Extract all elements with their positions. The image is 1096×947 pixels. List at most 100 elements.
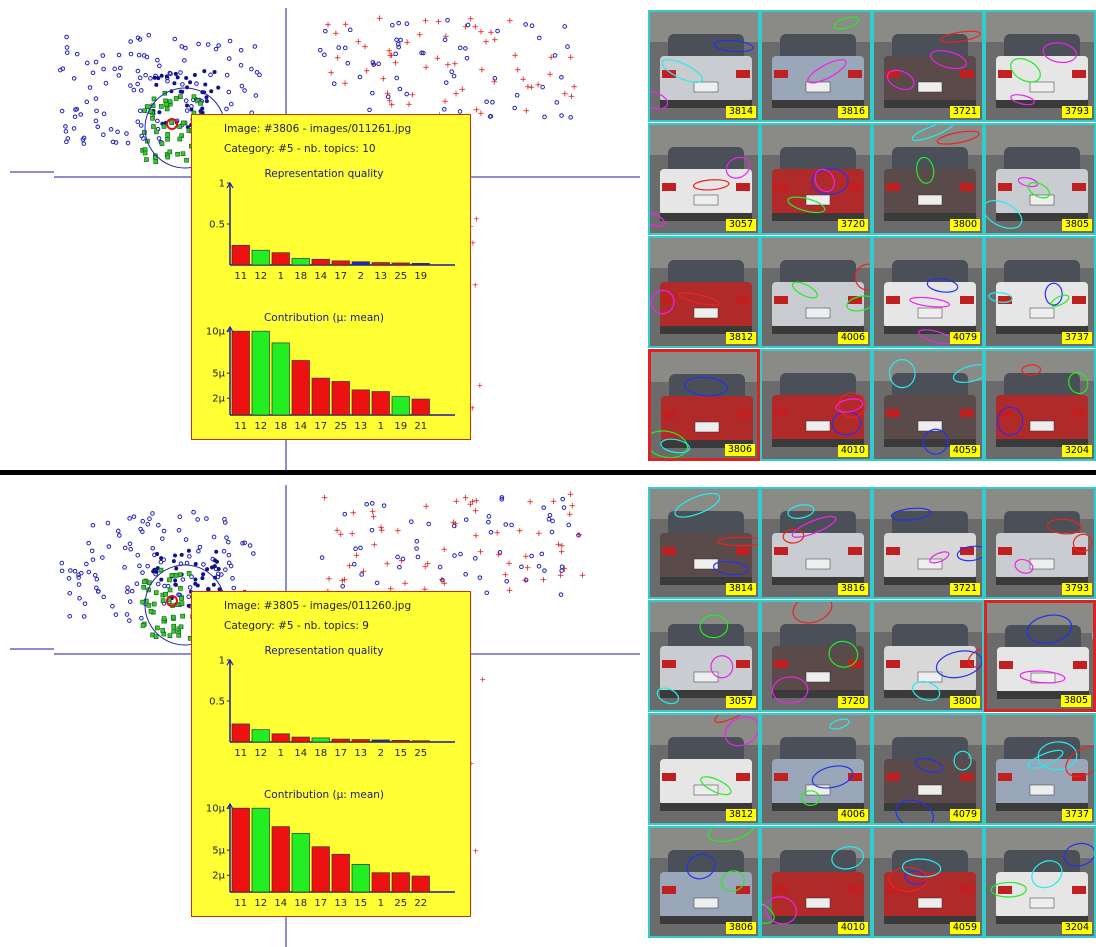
- thumbnail-tile[interactable]: 3805: [984, 600, 1096, 712]
- scatter-point: [106, 544, 112, 549]
- scatter-point: [90, 522, 96, 528]
- scatter-point: [393, 51, 399, 57]
- car-body: [884, 646, 976, 692]
- thumbnail-tile[interactable]: 3721: [872, 10, 984, 122]
- scatter-square: [141, 584, 147, 590]
- scatter-point: [64, 45, 70, 50]
- scatter-point: [187, 585, 193, 590]
- thumbnail-tile[interactable]: 3720: [760, 123, 872, 235]
- feature-ellipse: [936, 130, 980, 145]
- scatter-plus: +: [342, 20, 350, 30]
- thumbnail-tile[interactable]: 4059: [872, 826, 984, 938]
- scatter-plus: +: [416, 30, 424, 40]
- x-tick-label: 17: [334, 748, 347, 759]
- thumbnail-label: 3057: [725, 219, 756, 231]
- scatter-point: [487, 114, 493, 119]
- car-window: [780, 737, 856, 765]
- scatter-square: [142, 579, 147, 585]
- thumbnail-tile[interactable]: 3812: [648, 713, 760, 825]
- car-body: [884, 56, 976, 102]
- scatter-point: [126, 618, 132, 623]
- thumbnail-image: [762, 715, 870, 823]
- scatter-point: [228, 101, 234, 107]
- scatter-point: [141, 136, 146, 141]
- thumbnail-label: 3721: [949, 106, 980, 118]
- thumbnail-tile[interactable]: 3800: [872, 123, 984, 235]
- scatter-point: [397, 564, 402, 570]
- thumbnail-tile[interactable]: 3737: [984, 236, 1096, 348]
- thumbnail-tile[interactable]: 4010: [760, 826, 872, 938]
- scatter-plus: +: [324, 20, 332, 30]
- scatter-point: [59, 560, 65, 566]
- thumbnail-tile[interactable]: 3816: [760, 10, 872, 122]
- thumbnail-tile[interactable]: 3057: [648, 600, 760, 712]
- thumbnail-tile[interactable]: 3720: [760, 600, 872, 712]
- scatter-point: [523, 22, 528, 27]
- thumbnail-tile[interactable]: 3793: [984, 487, 1096, 599]
- car-body: [996, 872, 1088, 918]
- scatter-plus: +: [405, 100, 413, 110]
- x-tick-label: 18: [294, 898, 307, 909]
- thumbnail-tile[interactable]: 3814: [648, 487, 760, 599]
- scatter-point: [554, 100, 560, 105]
- scatter-point: [457, 45, 463, 51]
- scatter-point: [451, 73, 457, 79]
- tail-light: [998, 773, 1012, 781]
- thumbnail-tile[interactable]: 3812: [648, 236, 760, 348]
- scatter-point: [374, 580, 380, 586]
- thumbnail-tile[interactable]: 3814: [648, 10, 760, 122]
- scatter-point: [76, 582, 82, 587]
- thumbnail-image: [986, 489, 1094, 597]
- feature-ellipse: [1050, 294, 1070, 307]
- thumbnail-tile[interactable]: 3806: [648, 349, 760, 461]
- bar: [291, 736, 310, 743]
- thumbnail-tile[interactable]: 4010: [760, 349, 872, 461]
- feature-ellipse: [713, 39, 754, 53]
- feature-ellipse: [888, 866, 928, 892]
- thumbnail-tile[interactable]: 4079: [872, 236, 984, 348]
- feature-ellipse: [792, 602, 833, 624]
- scatter-point: [452, 523, 457, 529]
- thumbnail-tile[interactable]: 4059: [872, 349, 984, 461]
- scatter-point: [156, 522, 161, 528]
- thumbnail-tile[interactable]: 3800: [872, 600, 984, 712]
- tail-light: [663, 410, 677, 418]
- x-tick-label: 12: [254, 898, 267, 909]
- thumbnail-tile[interactable]: 3793: [984, 10, 1096, 122]
- thumbnail-tile[interactable]: 3737: [984, 713, 1096, 825]
- scatter-point: [101, 66, 106, 72]
- thumbnail-tile[interactable]: 3806: [648, 826, 760, 938]
- thumbnail-tile[interactable]: 3816: [760, 487, 872, 599]
- info-tooltip: Image: #3806 - images/011261.jpg Categor…: [191, 114, 471, 440]
- scatter-point: [122, 565, 127, 570]
- thumbnail-tile[interactable]: 3721: [872, 487, 984, 599]
- thumbnail-tile[interactable]: 3204: [984, 826, 1096, 938]
- thumbnail-tile[interactable]: 3805: [984, 123, 1096, 235]
- scatter-point: [186, 603, 191, 608]
- thumbnail-tile[interactable]: 4079: [872, 713, 984, 825]
- thumbnail-tile[interactable]: 3057: [648, 123, 760, 235]
- scatter-point: [347, 27, 353, 33]
- license-plate: [693, 558, 719, 570]
- y-tick-label: 2μ: [212, 394, 225, 405]
- scatter-square: [151, 601, 157, 607]
- tail-light: [848, 547, 862, 555]
- thumbnail-tile[interactable]: 4006: [760, 713, 872, 825]
- thumbnail-tile[interactable]: 4006: [760, 236, 872, 348]
- scatter-plus: +: [502, 570, 510, 580]
- scatter-point: [211, 582, 216, 587]
- feature-ellipse: [1072, 533, 1093, 553]
- feature-ellipse: [787, 504, 815, 519]
- bar: [291, 360, 310, 416]
- thumbnail-tile[interactable]: 3204: [984, 349, 1096, 461]
- scatter-point: [179, 44, 185, 49]
- scatter-point: [414, 546, 419, 551]
- scatter-point: [113, 140, 119, 145]
- car-bumper: [772, 213, 864, 221]
- scatter-plus: +: [438, 576, 446, 586]
- feature-ellipse: [683, 376, 728, 397]
- license-plate: [917, 671, 943, 683]
- scatter-plus: +: [519, 75, 527, 85]
- scatter-plus: +: [451, 60, 459, 70]
- tail-light: [886, 547, 900, 555]
